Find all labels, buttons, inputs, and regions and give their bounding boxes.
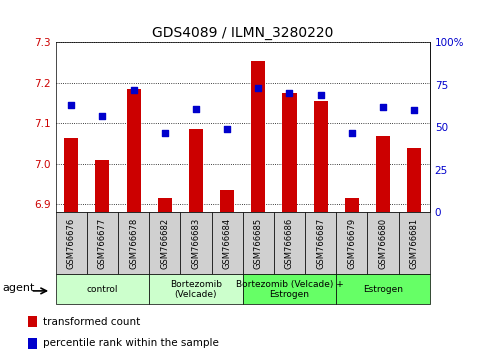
Bar [220, 190, 234, 212]
Text: GSM766684: GSM766684 [223, 218, 232, 269]
Bar [313, 101, 327, 212]
Bar [274, 212, 305, 274]
Point [411, 108, 418, 113]
Text: Estrogen: Estrogen [363, 285, 403, 294]
Bar [212, 212, 242, 274]
Point [348, 130, 356, 135]
Bar [305, 212, 336, 274]
Bar [336, 212, 368, 274]
Point [379, 104, 387, 110]
Bar [56, 212, 87, 274]
Text: GSM766685: GSM766685 [254, 218, 263, 269]
Point [223, 126, 231, 132]
Text: GSM766682: GSM766682 [160, 218, 169, 269]
Point [255, 86, 262, 91]
Text: transformed count: transformed count [43, 316, 140, 327]
Bar [336, 274, 430, 304]
Text: GSM766681: GSM766681 [410, 218, 419, 269]
Bar [118, 212, 149, 274]
Text: GSM766683: GSM766683 [191, 218, 200, 269]
Bar [251, 61, 265, 212]
Text: Bortezomib
(Velcade): Bortezomib (Velcade) [170, 280, 222, 299]
Point [67, 103, 75, 108]
Text: agent: agent [3, 283, 35, 293]
Point [129, 87, 137, 93]
Bar [398, 212, 430, 274]
Bar [56, 274, 149, 304]
Point [192, 106, 200, 112]
Text: GSM766680: GSM766680 [379, 218, 387, 269]
Bar [345, 198, 359, 212]
Text: GSM766677: GSM766677 [98, 218, 107, 269]
Bar [127, 89, 141, 212]
Bar [28, 338, 37, 348]
Bar [376, 136, 390, 212]
Bar [242, 212, 274, 274]
Text: GSM766686: GSM766686 [285, 218, 294, 269]
Text: GSM766679: GSM766679 [347, 218, 356, 269]
Bar [189, 130, 203, 212]
Bar [149, 212, 180, 274]
Point [161, 130, 169, 135]
Bar [158, 198, 172, 212]
Text: percentile rank within the sample: percentile rank within the sample [43, 338, 218, 348]
Bar [242, 274, 336, 304]
Text: GSM766678: GSM766678 [129, 218, 138, 269]
Bar [368, 212, 398, 274]
Text: Bortezomib (Velcade) +
Estrogen: Bortezomib (Velcade) + Estrogen [236, 280, 343, 299]
Text: GSM766687: GSM766687 [316, 218, 325, 269]
Bar [64, 138, 78, 212]
Bar [180, 212, 212, 274]
Bar [95, 160, 109, 212]
Bar [283, 93, 297, 212]
Bar [407, 148, 421, 212]
Bar [87, 212, 118, 274]
Text: GSM766676: GSM766676 [67, 218, 76, 269]
Bar [149, 274, 242, 304]
Point [317, 92, 325, 98]
Title: GDS4089 / ILMN_3280220: GDS4089 / ILMN_3280220 [152, 26, 333, 40]
Point [285, 91, 293, 96]
Text: control: control [86, 285, 118, 294]
Point [99, 113, 106, 118]
Bar [28, 316, 37, 327]
